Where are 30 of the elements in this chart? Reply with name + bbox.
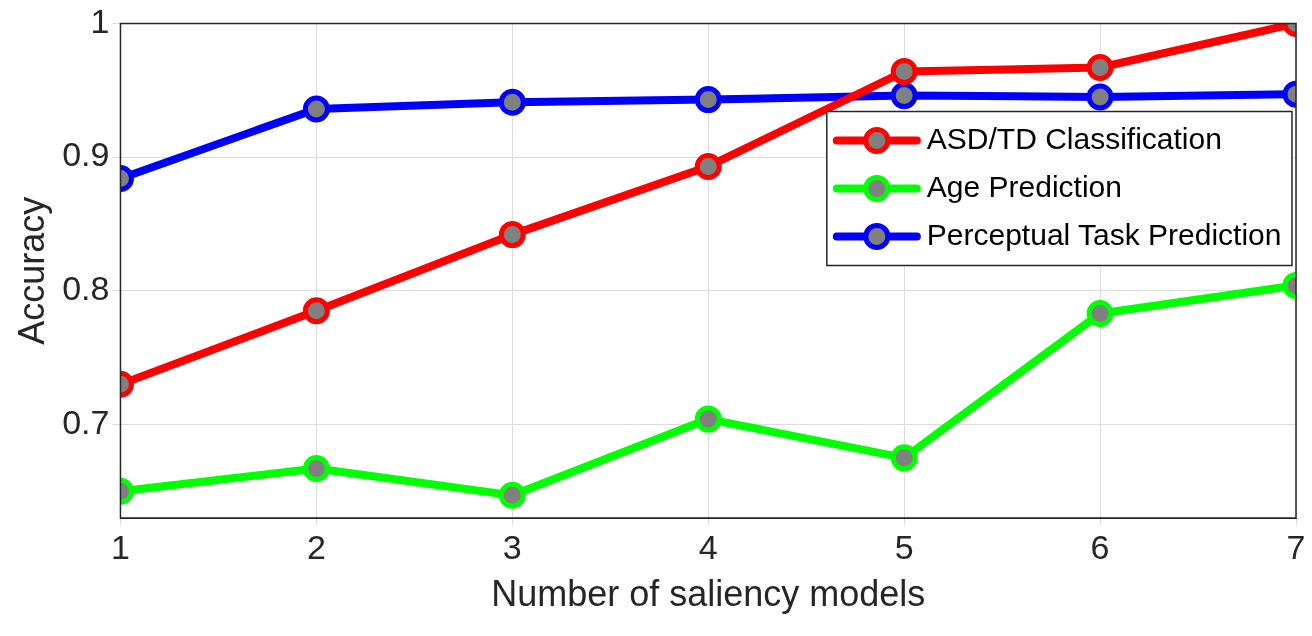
point: [498, 481, 526, 509]
y-tick-label: 1: [90, 1, 110, 40]
legend-label: Age Prediction: [926, 169, 1122, 203]
legend-label: ASD/TD Classification: [926, 121, 1222, 155]
point: [1086, 299, 1114, 327]
x-tick-label: 2: [306, 527, 326, 566]
x-tick-label: 3: [502, 527, 522, 566]
point: [302, 297, 330, 325]
point: [1086, 83, 1114, 111]
point: [498, 221, 526, 249]
point: [890, 82, 918, 110]
point: [694, 152, 722, 180]
x-tick-label: 6: [1090, 527, 1110, 566]
point: [694, 405, 722, 433]
point: [302, 455, 330, 483]
point: [890, 444, 918, 472]
point: [694, 86, 722, 114]
y-tick-label: 0.8: [62, 269, 110, 308]
x-tick-label: 4: [698, 527, 718, 566]
x-tick-label: 5: [894, 527, 914, 566]
y-axis-title: Accuracy: [10, 196, 52, 345]
point: [302, 95, 330, 123]
y-tick-label: 0.9: [62, 135, 110, 174]
y-tick-label: 0.7: [62, 402, 110, 441]
point: [498, 88, 526, 116]
x-axis-title: Number of saliency models: [491, 573, 926, 615]
x-tick-label: 7: [1286, 527, 1306, 566]
legend-label: Perceptual Task Prediction: [926, 217, 1282, 251]
point: [1086, 54, 1114, 82]
point: [890, 58, 918, 86]
